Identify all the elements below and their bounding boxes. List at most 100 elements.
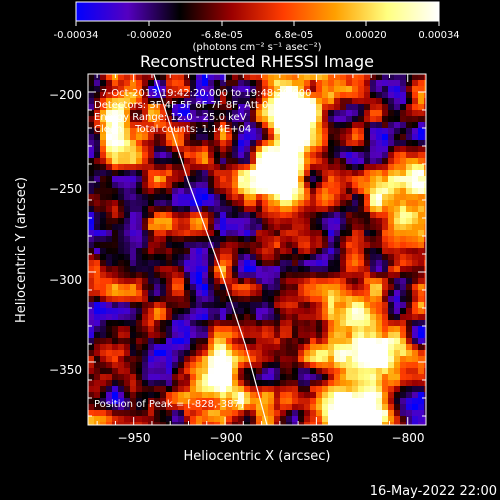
heatmap-cell	[196, 206, 203, 213]
heatmap-cell	[262, 302, 269, 309]
heatmap-cell	[340, 314, 347, 321]
heatmap-cell	[400, 86, 407, 93]
heatmap-cell	[178, 218, 185, 225]
heatmap-cell	[214, 200, 221, 207]
heatmap-cell	[310, 194, 317, 201]
heatmap-cell	[424, 266, 426, 273]
heatmap-cell	[256, 212, 263, 219]
heatmap-cell	[286, 350, 293, 357]
heatmap-cell	[100, 122, 107, 129]
heatmap-cell	[364, 110, 371, 117]
heatmap-cell	[142, 236, 149, 243]
heatmap-cell	[88, 392, 95, 399]
heatmap-cell	[262, 134, 269, 141]
heatmap-cell	[196, 242, 203, 249]
heatmap-cell	[274, 248, 281, 255]
heatmap-cell	[364, 122, 371, 129]
heatmap-cell	[370, 260, 377, 267]
heatmap-cell	[376, 242, 383, 249]
heatmap-cell	[220, 368, 227, 375]
heatmap-cell	[220, 416, 227, 423]
heatmap-cell	[142, 146, 149, 153]
heatmap-cell	[346, 92, 353, 99]
heatmap-cell	[310, 326, 317, 333]
heatmap-cell	[130, 314, 137, 321]
heatmap-cell	[244, 416, 251, 423]
heatmap-cell	[400, 362, 407, 369]
heatmap-cell	[148, 122, 155, 129]
heatmap-cell	[88, 368, 95, 375]
heatmap-cell	[376, 140, 383, 147]
heatmap-cell	[154, 416, 161, 423]
heatmap-cell	[112, 416, 119, 423]
heatmap-cell	[166, 380, 173, 387]
heatmap-cell	[220, 74, 227, 81]
heatmap-cell	[88, 170, 95, 177]
heatmap-cell	[358, 416, 365, 423]
heatmap-cell	[370, 362, 377, 369]
heatmap-cell	[112, 176, 119, 183]
heatmap-cell	[226, 416, 233, 423]
heatmap-cell	[190, 320, 197, 327]
heatmap-cell	[418, 164, 425, 171]
heatmap-cell	[388, 158, 395, 165]
heatmap-cell	[400, 308, 407, 315]
heatmap-cell	[268, 248, 275, 255]
heatmap-cell	[226, 170, 233, 177]
heatmap-cell	[256, 182, 263, 189]
heatmap-cell	[148, 236, 155, 243]
heatmap-cell	[148, 98, 155, 105]
heatmap-cell	[376, 122, 383, 129]
method-counts-text: Clean Total counts: 1.14E+04	[94, 124, 251, 135]
heatmap-cell	[94, 170, 101, 177]
heatmap-cell	[136, 326, 143, 333]
heatmap-cell	[334, 284, 341, 291]
heatmap-cell	[334, 272, 341, 279]
heatmap-cell	[94, 284, 101, 291]
heatmap-cell	[250, 176, 257, 183]
heatmap-cell	[352, 368, 359, 375]
heatmap-cell	[364, 230, 371, 237]
heatmap-cell	[160, 200, 167, 207]
heatmap-cell	[358, 338, 365, 345]
heatmap-cell	[298, 296, 305, 303]
heatmap-cell	[154, 242, 161, 249]
heatmap-cell	[322, 182, 329, 189]
heatmap-cell	[340, 374, 347, 381]
heatmap-cell	[178, 248, 185, 255]
heatmap-cell	[400, 356, 407, 363]
heatmap-cell	[376, 164, 383, 171]
heatmap-cell	[88, 296, 95, 303]
heatmap-cell	[424, 398, 426, 405]
heatmap-cell	[322, 218, 329, 225]
heatmap-cell	[202, 218, 209, 225]
heatmap-cell	[286, 356, 293, 363]
heatmap-cell	[172, 302, 179, 309]
heatmap-cell	[106, 122, 113, 129]
heatmap-cell	[190, 380, 197, 387]
heatmap-cell	[382, 110, 389, 117]
heatmap-cell	[154, 74, 161, 81]
heatmap-cell	[346, 170, 353, 177]
heatmap-cell	[274, 296, 281, 303]
heatmap-cell	[340, 188, 347, 195]
heatmap-cell	[412, 116, 419, 123]
heatmap-cell	[106, 110, 113, 117]
heatmap-cell	[256, 140, 263, 147]
heatmap-cell	[124, 380, 131, 387]
heatmap-cell	[334, 224, 341, 231]
heatmap-cell	[118, 416, 125, 423]
heatmap-cell	[100, 176, 107, 183]
heatmap-cell	[178, 242, 185, 249]
heatmap-cell	[418, 74, 425, 81]
heatmap-cell	[160, 86, 167, 93]
heatmap-cell	[214, 398, 221, 405]
heatmap-cell	[166, 80, 173, 87]
heatmap-cell	[100, 296, 107, 303]
heatmap-cell	[412, 356, 419, 363]
heatmap-cell	[268, 284, 275, 291]
heatmap-cell	[406, 266, 413, 273]
heatmap-cell	[94, 212, 101, 219]
heatmap-cell	[238, 272, 245, 279]
heatmap-cell	[406, 200, 413, 207]
